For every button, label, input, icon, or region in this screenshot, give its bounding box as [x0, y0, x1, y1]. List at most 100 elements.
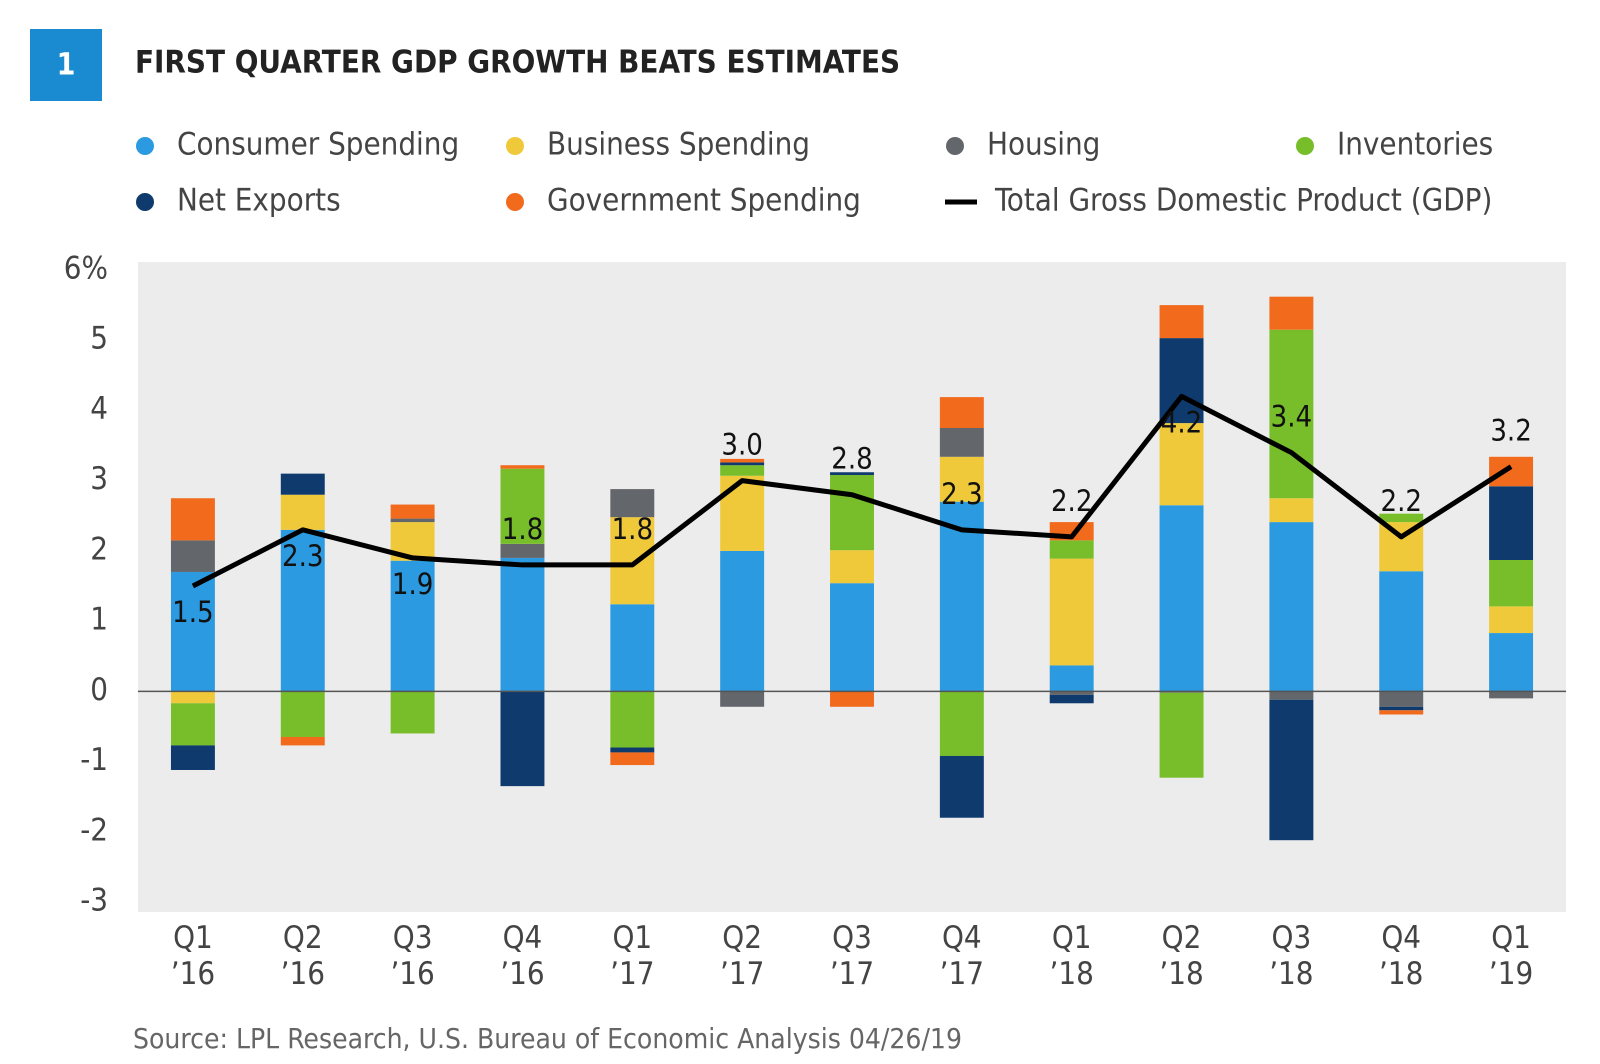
bar-segment: [939, 755, 984, 818]
y-tick-label: -1: [80, 742, 108, 778]
bar-segment: [1489, 606, 1534, 634]
bar-segment: [1049, 691, 1094, 695]
x-tick-label: Q1 ’19: [1488, 920, 1534, 992]
y-tick-label: 4: [90, 391, 108, 427]
data-label: 1.9: [392, 567, 433, 601]
legend-label: Housing: [987, 127, 1100, 163]
bar-segment: [1489, 633, 1534, 692]
data-label: 1.8: [612, 512, 653, 546]
bar-segment: [1269, 691, 1314, 700]
bar-segment: [170, 498, 215, 541]
data-label: 1.5: [172, 595, 213, 629]
bar-segment: [939, 428, 984, 457]
bar-segment: [500, 543, 545, 558]
bar-segment: [1269, 296, 1314, 330]
x-tick-label: Q4 ’17: [939, 920, 985, 992]
legend-marker: [136, 193, 154, 211]
legend-marker: [946, 137, 964, 155]
bar-segment: [830, 583, 874, 692]
x-tick-label: Q2 ’18: [1159, 920, 1204, 992]
data-label: 2.3: [282, 539, 323, 573]
legend-marker: [506, 137, 524, 155]
legend-marker: [1296, 137, 1314, 155]
y-tick-label: 5: [90, 321, 108, 357]
bar-segment: [610, 604, 655, 692]
bar-segment: [1489, 560, 1534, 607]
bar-segment: [720, 475, 765, 551]
legend-label: Consumer Spending: [177, 127, 459, 163]
bar-segment: [1269, 522, 1314, 692]
bar-segment: [1379, 691, 1424, 707]
bar-segment: [1489, 456, 1534, 487]
bar-segment: [1159, 305, 1204, 339]
bar-segment: [610, 517, 655, 605]
bar-segment: [500, 691, 545, 787]
data-label: 1.8: [502, 512, 543, 546]
bar-segment: [1049, 694, 1094, 704]
data-label: 2.3: [941, 477, 982, 511]
bar-segment: [1269, 498, 1314, 523]
data-label: 2.8: [831, 442, 872, 476]
bar-segment: [500, 557, 545, 692]
data-label: 3.2: [1490, 414, 1531, 448]
bar-segment: [390, 504, 435, 519]
bar-segment: [170, 703, 215, 746]
bar-segment: [170, 745, 215, 770]
data-label: 2.2: [1051, 484, 1092, 518]
bar-segment: [170, 540, 215, 572]
x-tick-label: Q1 ’17: [610, 920, 655, 992]
gdp-line: [191, 393, 1513, 589]
y-tick-label: 3: [90, 461, 108, 497]
bar-segment: [1159, 505, 1204, 692]
bar-segment: [1489, 691, 1534, 699]
bar-segment: [1379, 571, 1424, 692]
data-label: 4.2: [1161, 405, 1202, 439]
bar-segment: [1159, 692, 1204, 778]
legend-label: Net Exports: [177, 183, 341, 219]
y-tick-label: 2: [90, 531, 108, 567]
source: Source: LPL Research, U.S. Bureau of Eco…: [133, 1022, 962, 1055]
bar-segment: [720, 691, 765, 707]
bar-segment: [280, 736, 325, 746]
bar-segment: [280, 529, 325, 692]
bar-segment: [390, 518, 435, 523]
x-tick-label: Q1 ’18: [1049, 920, 1094, 992]
bar-segment: [939, 501, 984, 692]
bar-segment: [1489, 486, 1534, 561]
legend-label: Business Spending: [547, 127, 810, 163]
x-tick-label: Q4 ’18: [1379, 920, 1424, 992]
bar-segment: [720, 550, 765, 692]
legend-marker: [506, 193, 524, 211]
bar-segment: [1269, 699, 1314, 841]
data-label: 3.4: [1271, 400, 1312, 434]
x-tick-label: Q3 ’18: [1269, 920, 1314, 992]
bar-segment: [1049, 540, 1094, 559]
legend-label: Inventories: [1337, 127, 1493, 163]
bar-segment: [610, 489, 655, 518]
x-tick-label: Q3 ’17: [829, 920, 875, 992]
bar-segment: [1049, 558, 1094, 666]
bar-segment: [610, 691, 655, 748]
badge-box: [30, 29, 102, 101]
y-tick-label: 1: [90, 602, 108, 638]
x-tick-label: Q2 ’16: [280, 920, 325, 992]
legend-marker: [136, 137, 154, 155]
bar-segment: [939, 397, 984, 428]
bar-segment: [830, 475, 874, 551]
y-tick-label: -3: [80, 883, 108, 919]
bar-segment: [1159, 423, 1204, 506]
bar-segment: [390, 691, 435, 734]
bar-segment: [170, 691, 215, 704]
bar-segment: [830, 550, 874, 584]
y-tick-label: -2: [80, 812, 108, 848]
y-tick-label: 0: [90, 672, 108, 708]
bar-segment: [500, 465, 545, 469]
data-label: 3.0: [721, 428, 762, 462]
bar-segment: [280, 494, 325, 530]
x-tick-label: Q3 ’16: [390, 920, 435, 992]
legend-label: Government Spending: [547, 183, 861, 219]
bar-segment: [939, 456, 984, 502]
legend-label: Total Gross Domestic Product (GDP): [994, 183, 1492, 219]
